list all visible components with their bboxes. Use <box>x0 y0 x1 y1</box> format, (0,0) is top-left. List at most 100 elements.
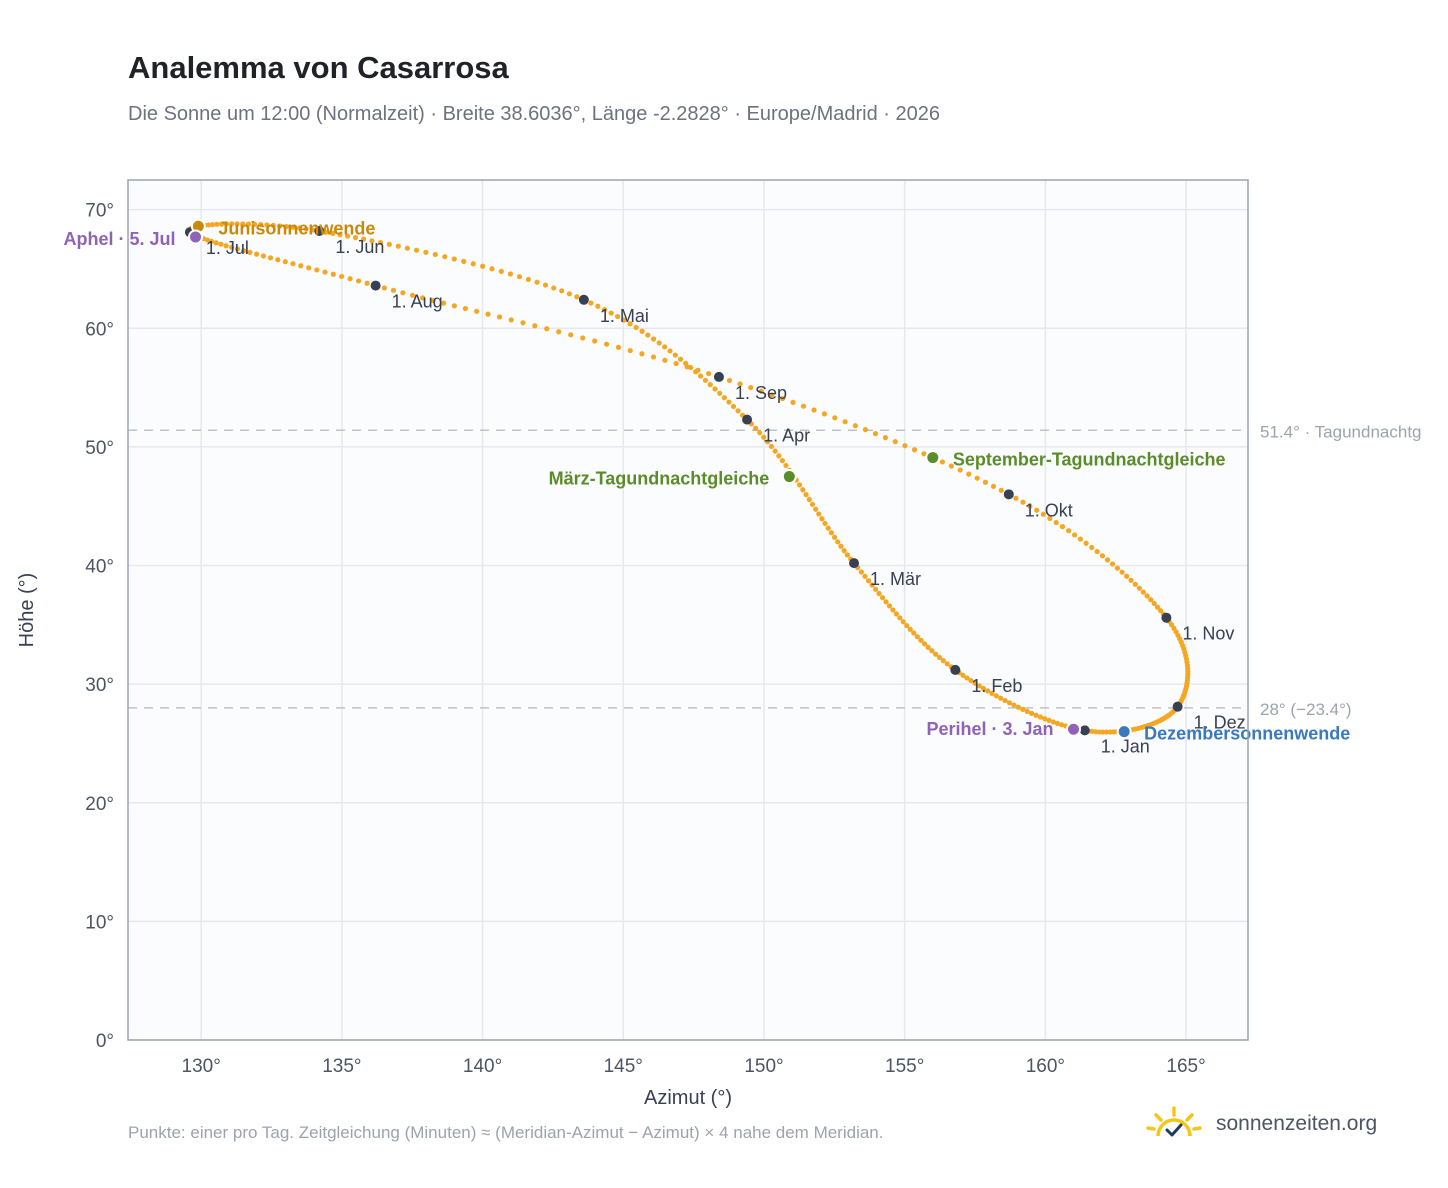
day-point <box>764 439 771 445</box>
day-point <box>432 251 438 258</box>
day-point <box>360 236 367 242</box>
day-point <box>966 471 972 477</box>
day-point <box>737 381 743 387</box>
day-point <box>1042 716 1048 722</box>
day-point <box>822 520 828 527</box>
day-point <box>921 641 928 647</box>
day-point <box>542 282 549 288</box>
day-point <box>1089 544 1095 551</box>
day-point <box>462 305 468 312</box>
month-label: 1. Mär <box>870 569 921 589</box>
sun-check-icon <box>1146 1106 1202 1137</box>
x-tick-label: 145° <box>604 1056 643 1077</box>
day-point <box>258 221 264 228</box>
day-point <box>828 530 834 536</box>
day-point <box>498 268 504 274</box>
day-point <box>251 221 258 227</box>
day-point <box>879 595 886 601</box>
day-point <box>218 241 224 247</box>
day-point <box>568 332 574 338</box>
day-point <box>858 569 864 575</box>
chart-subtitle: Die Sonne um 12:00 (Normalzeit) · Breite… <box>128 103 941 125</box>
day-point <box>985 688 991 694</box>
day-point <box>1053 519 1059 526</box>
event-point <box>1116 724 1132 740</box>
x-tick-label: 150° <box>744 1056 783 1077</box>
day-point <box>998 695 1004 701</box>
day-point <box>707 382 713 388</box>
day-point <box>779 396 786 402</box>
day-point <box>556 329 562 335</box>
day-point <box>525 276 531 283</box>
day-point <box>223 243 229 249</box>
day-point <box>838 543 844 549</box>
day-point <box>702 377 709 383</box>
event-point <box>188 229 204 245</box>
day-point <box>779 458 786 464</box>
day-point <box>645 332 651 338</box>
y-tick-label: 40° <box>85 557 114 578</box>
day-point <box>283 223 289 230</box>
day-point <box>440 300 447 306</box>
day-point <box>721 395 727 401</box>
day-point <box>876 590 882 597</box>
month-label: 1. Feb <box>971 676 1022 696</box>
day-point <box>470 261 476 267</box>
day-point <box>1099 553 1106 559</box>
day-point <box>621 317 627 323</box>
day-point <box>240 248 247 254</box>
day-point <box>806 496 812 503</box>
day-point <box>1109 561 1116 567</box>
day-point <box>1047 515 1053 521</box>
day-point <box>865 578 872 584</box>
day-point <box>706 370 712 377</box>
day-point <box>1107 729 1113 735</box>
day-point <box>601 307 608 313</box>
brand[interactable]: sonnenzeiten.org <box>1146 1104 1377 1144</box>
day-point <box>566 291 573 297</box>
day-point <box>852 423 858 429</box>
day-point <box>234 246 241 252</box>
day-point <box>662 357 668 363</box>
y-tick-label: 30° <box>85 675 114 696</box>
brand-name: sonnenzeiten.org <box>1216 1112 1378 1135</box>
day-point <box>1114 565 1121 571</box>
day-point <box>842 419 848 425</box>
day-point <box>1119 569 1125 575</box>
event-point <box>1066 721 1082 737</box>
day-point <box>1046 717 1052 723</box>
day-point <box>496 314 503 320</box>
day-point <box>377 239 384 246</box>
day-point <box>474 308 480 314</box>
day-point <box>769 392 775 398</box>
day-point <box>1136 585 1142 591</box>
reference-line-label: 28° (−23.4°) <box>1260 700 1352 719</box>
day-point <box>213 240 219 246</box>
day-point <box>532 323 538 329</box>
day-point <box>825 525 831 531</box>
day-point <box>639 351 645 357</box>
month-label: 1. Aug <box>392 292 443 312</box>
day-point <box>1132 581 1138 587</box>
day-point <box>337 232 343 238</box>
day-point <box>1066 528 1072 534</box>
day-point <box>369 238 375 244</box>
day-point <box>831 534 838 540</box>
day-point <box>253 251 260 257</box>
day-point <box>735 408 741 414</box>
day-point <box>883 599 889 605</box>
day-point <box>673 360 679 367</box>
day-point <box>1037 714 1044 720</box>
day-point <box>796 482 803 488</box>
day-point <box>1011 702 1017 708</box>
day-point <box>310 227 316 233</box>
x-tick-label: 140° <box>463 1056 502 1077</box>
day-point <box>816 511 822 517</box>
y-tick-label: 0° <box>96 1031 114 1052</box>
day-point <box>480 263 486 269</box>
day-point <box>650 354 657 360</box>
day-point <box>204 237 211 243</box>
day-point <box>1148 597 1154 603</box>
day-point <box>234 221 240 227</box>
day-point <box>633 324 639 331</box>
